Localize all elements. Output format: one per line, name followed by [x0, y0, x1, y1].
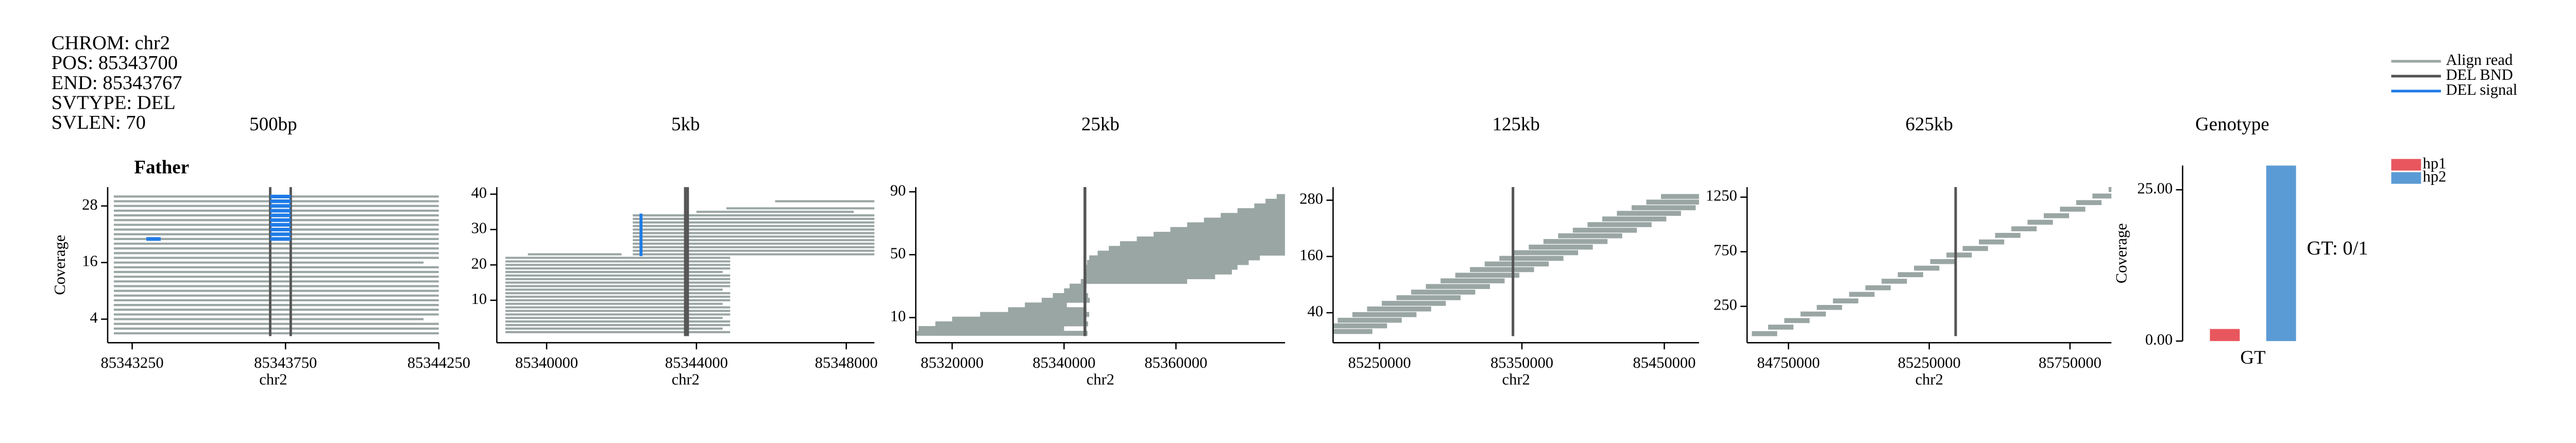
y-tick-label: 0.00 — [2145, 331, 2173, 348]
x-tick-label: 85344000 — [665, 354, 728, 371]
x-axis-label: chr2 — [259, 370, 287, 388]
y-tick-label: 280 — [1299, 190, 1323, 208]
x-tick-label: 85340000 — [1032, 354, 1095, 371]
y-tick-label: 250 — [1714, 296, 1737, 314]
y-tick-label: 30 — [471, 219, 487, 237]
x-tick-label: 85250000 — [1348, 354, 1411, 371]
panel-title: 625kb — [1905, 113, 1953, 134]
legend-label: hp1 — [2422, 155, 2446, 172]
x-tick-label: 85250000 — [1898, 354, 1961, 371]
x-tick-label: 85340000 — [515, 354, 578, 371]
x-tick-label: 85344250 — [408, 354, 470, 371]
panel-title: 5kb — [671, 113, 700, 134]
reads-layer — [916, 187, 1285, 336]
y-tick-label: 40 — [471, 184, 487, 201]
x-tick-label: 85450000 — [1633, 354, 1696, 371]
x-axis-label: chr2 — [1087, 370, 1114, 388]
reads-layer — [1752, 187, 2112, 336]
y-axis-label: Coverage — [51, 235, 69, 295]
panel-title: 500bp — [249, 113, 297, 134]
sample-name: Father — [134, 156, 189, 177]
x-tick-label: 85360000 — [1144, 354, 1207, 371]
reads-layer — [1333, 187, 1699, 336]
panel-title: Genotype — [2195, 113, 2269, 134]
header-line: END: 85343767 — [52, 72, 182, 94]
x-tick-label: 85320000 — [921, 354, 984, 371]
genotype-annotation: GT: 0/1 — [2307, 237, 2368, 259]
y-tick-label: 750 — [1714, 242, 1737, 259]
x-axis-label: chr2 — [672, 370, 700, 388]
x-axis-label: chr2 — [1916, 370, 1943, 388]
x-tick-label: 85343750 — [254, 354, 317, 371]
x-tick-label: GT — [2240, 347, 2265, 368]
x-axis-label: chr2 — [1502, 370, 1530, 388]
y-tick-label: 10 — [890, 308, 906, 325]
y-tick-label: 90 — [890, 181, 906, 199]
y-tick-label: 25.00 — [2137, 179, 2173, 197]
header-line: CHROM: chr2 — [52, 32, 170, 54]
y-tick-label: 28 — [82, 196, 98, 213]
x-tick-label: 84750000 — [1757, 354, 1820, 371]
x-tick-label: 85350000 — [1490, 354, 1553, 371]
header-line: SVTYPE: DEL — [52, 92, 176, 113]
x-tick-label: 85348000 — [815, 354, 878, 371]
panel-title: 25kb — [1081, 113, 1120, 134]
legend-swatch — [2391, 159, 2421, 171]
y-tick-label: 40 — [1308, 302, 1324, 320]
legend-label: Align read — [2446, 51, 2513, 69]
reads-layer — [505, 187, 875, 336]
legend-label: hp2 — [2422, 168, 2446, 185]
legend-label: DEL signal — [2446, 81, 2517, 98]
reads-layer — [113, 187, 439, 336]
y-tick-label: 50 — [890, 244, 906, 262]
x-tick-label: 85750000 — [2039, 354, 2102, 371]
y-axis-label: Coverage — [2113, 223, 2130, 283]
panel-title: 125kb — [1492, 113, 1539, 134]
y-tick-label: 1250 — [1706, 187, 1737, 205]
y-tick-label: 20 — [471, 254, 487, 272]
legend-swatch — [2391, 172, 2421, 184]
header-line: POS: 85343700 — [52, 52, 178, 74]
y-tick-label: 4 — [90, 309, 97, 327]
y-tick-label: 10 — [471, 290, 487, 308]
y-tick-label: 160 — [1299, 246, 1323, 264]
legend-label: DEL BND — [2446, 66, 2513, 83]
bar — [2266, 165, 2296, 342]
x-tick-label: 85343250 — [101, 354, 164, 371]
y-tick-label: 16 — [82, 252, 98, 270]
header-line: SVLEN: 70 — [52, 112, 146, 133]
bar — [2210, 329, 2240, 342]
